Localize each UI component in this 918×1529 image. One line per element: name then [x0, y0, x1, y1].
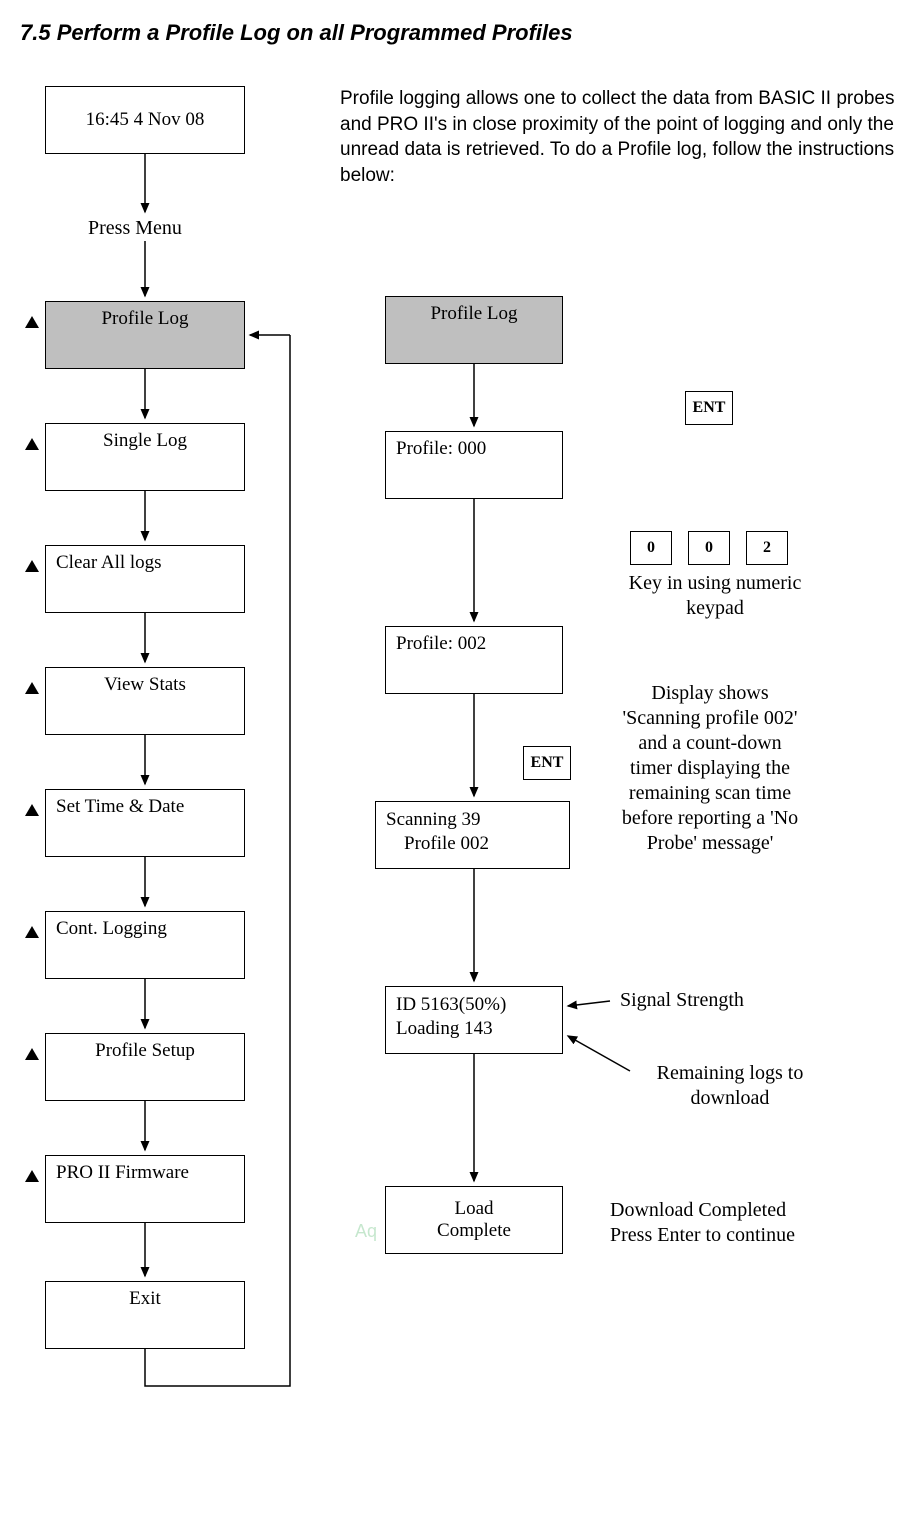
text-line: Scanning 39: [386, 808, 480, 832]
text-line: Press Enter to continue: [610, 1223, 795, 1248]
signal-strength-label: Signal Strength: [620, 988, 744, 1013]
menu-item-label: View Stats: [52, 674, 238, 696]
menu-item-label: Profile Setup: [52, 1040, 238, 1062]
text-line: ID 5163(50%): [396, 993, 506, 1017]
text-line: keypad: [610, 596, 820, 621]
screen-id-loading: ID 5163(50%) Loading 143: [385, 986, 563, 1054]
keypad-caption: Key in using numeric keypad: [610, 571, 820, 621]
scan-note: Display shows 'Scanning profile 002' and…: [595, 681, 825, 856]
screen-profile-000: Profile: 000: [385, 431, 563, 499]
text-line: Remaining logs to: [630, 1061, 830, 1086]
up-triangle-icon: [25, 316, 39, 328]
text-line: 'Scanning profile 002': [595, 706, 825, 731]
screen-profile-log: Profile Log: [385, 296, 563, 364]
keypad-key-0a[interactable]: 0: [630, 531, 672, 565]
keypad-key-2[interactable]: 2: [746, 531, 788, 565]
screen-profile-002: Profile: 002: [385, 626, 563, 694]
menu-single-log[interactable]: Single Log: [45, 423, 245, 491]
screen-load-complete: Load Complete: [385, 1186, 563, 1254]
menu-item-label: Exit: [52, 1288, 238, 1310]
flowchart-canvas: 16:45 4 Nov 08 Press Menu Profile Log Si…: [20, 86, 900, 1486]
text-line: Profile 002: [386, 832, 489, 856]
menu-set-time-date[interactable]: Set Time & Date: [45, 789, 245, 857]
text-line: Complete: [437, 1220, 511, 1242]
menu-pro2-firmware[interactable]: PRO II Firmware: [45, 1155, 245, 1223]
menu-item-label: Single Log: [52, 430, 238, 452]
screen-label: Profile Log: [392, 303, 556, 325]
text-line: Key in using numeric: [610, 571, 820, 596]
menu-view-stats[interactable]: View Stats: [45, 667, 245, 735]
text-line: Load: [454, 1198, 493, 1220]
menu-profile-setup[interactable]: Profile Setup: [45, 1033, 245, 1101]
keypad-key-0b[interactable]: 0: [688, 531, 730, 565]
menu-clear-logs[interactable]: Clear All logs: [45, 545, 245, 613]
up-triangle-icon: [25, 438, 39, 450]
ent-key-2[interactable]: ENT: [523, 746, 571, 780]
press-menu-label: Press Menu: [88, 216, 182, 241]
text-line: timer displaying the: [595, 756, 825, 781]
screen-scanning: Scanning 39 Profile 002: [375, 801, 570, 869]
watermark-text: Aq: [355, 1221, 377, 1242]
text-line: download: [630, 1086, 830, 1111]
up-triangle-icon: [25, 560, 39, 572]
menu-exit[interactable]: Exit: [45, 1281, 245, 1349]
up-triangle-icon: [25, 926, 39, 938]
text-line: Display shows: [595, 681, 825, 706]
text-line: Probe' message': [595, 831, 825, 856]
up-triangle-icon: [25, 682, 39, 694]
section-heading: 7.5 Perform a Profile Log on all Program…: [20, 20, 898, 46]
download-complete-label: Download Completed Press Enter to contin…: [610, 1198, 795, 1248]
time-date-display: 16:45 4 Nov 08: [45, 86, 245, 154]
menu-item-label: Profile Log: [52, 308, 238, 330]
menu-profile-log[interactable]: Profile Log: [45, 301, 245, 369]
ent-key[interactable]: ENT: [685, 391, 733, 425]
text-line: and a count-down: [595, 731, 825, 756]
text-line: before reporting a 'No: [595, 806, 825, 831]
up-triangle-icon: [25, 1170, 39, 1182]
menu-cont-logging[interactable]: Cont. Logging: [45, 911, 245, 979]
up-triangle-icon: [25, 804, 39, 816]
remaining-logs-label: Remaining logs to download: [630, 1061, 830, 1111]
text-line: Download Completed: [610, 1198, 795, 1223]
text-line: remaining scan time: [595, 781, 825, 806]
text-line: Loading 143: [396, 1017, 493, 1041]
up-triangle-icon: [25, 1048, 39, 1060]
